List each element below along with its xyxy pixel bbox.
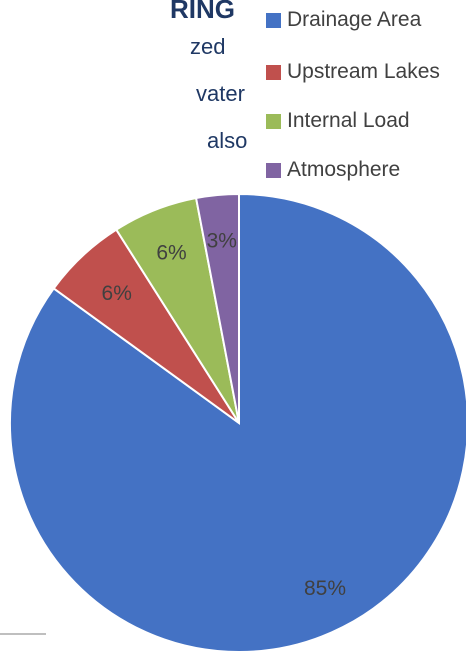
slice-label-internal-load: 6% bbox=[156, 242, 186, 265]
legend-label-upstream-lakes: Upstream Lakes bbox=[287, 60, 440, 83]
legend-swatch-upstream-lakes bbox=[266, 64, 281, 80]
legend-swatch-atmosphere bbox=[266, 162, 281, 178]
background-text-line-3: also bbox=[207, 128, 248, 153]
background-heading: RING bbox=[170, 0, 235, 24]
legend-label-atmosphere: Atmosphere bbox=[287, 158, 401, 181]
legend-item-internal-load: Internal Load bbox=[266, 108, 410, 134]
legend-swatch-internal-load bbox=[266, 113, 281, 129]
slice-label-atmosphere: 3% bbox=[207, 230, 237, 253]
legend-item-drainage-area: Drainage Area bbox=[266, 7, 421, 33]
background-text-line-2: vater bbox=[196, 81, 245, 106]
divider-line bbox=[0, 633, 46, 635]
legend-label-internal-load: Internal Load bbox=[287, 109, 410, 132]
legend-label-drainage-area: Drainage Area bbox=[287, 8, 422, 31]
pie-slice-atmosphere bbox=[194, 192, 240, 424]
slice-label-drainage-area: 85% bbox=[304, 577, 346, 600]
legend-swatch-drainage-area bbox=[266, 12, 281, 28]
slice-label-upstream-lakes: 6% bbox=[102, 282, 132, 305]
background-text-line-1: zed bbox=[190, 34, 226, 59]
legend-item-upstream-lakes: Upstream Lakes bbox=[266, 59, 440, 85]
legend-item-atmosphere: Atmosphere bbox=[266, 157, 400, 183]
